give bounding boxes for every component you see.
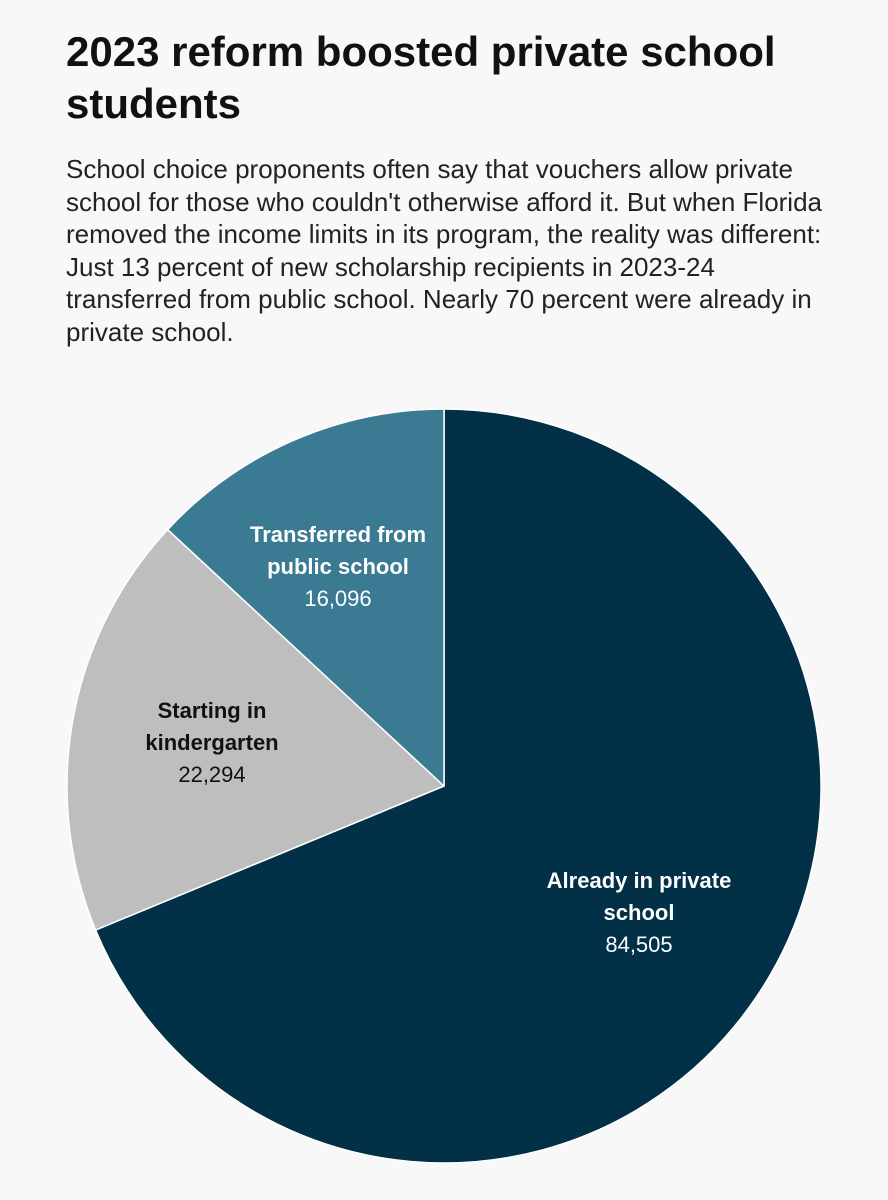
slice-label-group-already-in-private: Already in private school 84,505 <box>547 868 732 957</box>
pie-slice-starting-in-kindergarten <box>66 528 445 931</box>
slice-label-transferred-from-public: Transferred from <box>250 522 426 547</box>
slice-label-starting-in-kindergarten: Starting in <box>158 698 267 723</box>
pie-slice-transferred-from-public <box>166 408 445 787</box>
slice-label-group-starting-in-kindergarten: Starting in kindergarten 22,294 <box>145 698 278 787</box>
slice-value-transferred-from-public: 16,096 <box>304 586 371 611</box>
chart-title: 2023 reform boosted private school stude… <box>66 28 776 127</box>
pie-slice-already-in-private <box>94 408 822 1164</box>
slice-label-transferred-from-public: public school <box>267 554 409 579</box>
slice-label-already-in-private: school <box>604 900 675 925</box>
slice-label-already-in-private: Already in private <box>547 868 732 893</box>
chart-subtitle: School choice proponents often say that … <box>66 154 823 347</box>
slice-value-starting-in-kindergarten: 22,294 <box>178 762 245 787</box>
slice-label-group-transferred-from-public: Transferred from public school 16,096 <box>250 522 426 611</box>
slice-label-starting-in-kindergarten: kindergarten <box>145 730 278 755</box>
slice-value-already-in-private: 84,505 <box>605 932 672 957</box>
